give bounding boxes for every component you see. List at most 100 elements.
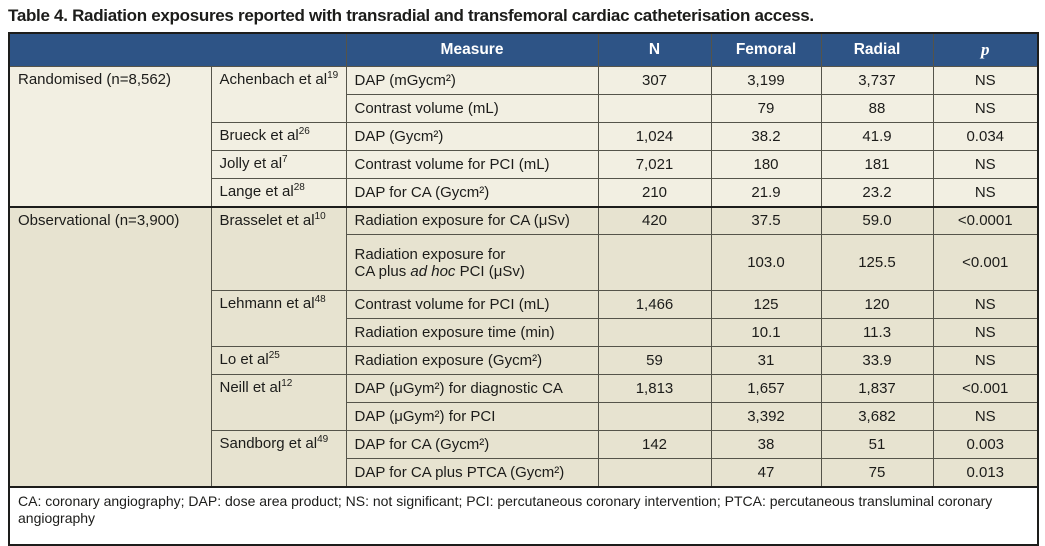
footnote-text: CA: coronary angiography; DAP: dose area… — [8, 485, 1039, 545]
cell-n — [597, 318, 712, 347]
author-name: Lo et al — [219, 351, 269, 368]
study-author: Jolly et al7 — [210, 150, 347, 179]
table-row: Observational (n=3,900) Brasselet et al1… — [8, 205, 1039, 487]
author-name: Jolly et al — [219, 155, 283, 172]
reference-superscript: 10 — [314, 210, 326, 222]
measure-line2-post: PCI (μSv) — [455, 262, 525, 280]
measure-line2-italic: ad hoc — [410, 262, 456, 280]
cell-radial: 75 — [820, 458, 934, 487]
cell-measure: Contrast volume for PCI (mL) — [345, 290, 599, 319]
cell-measure: Radiation exposure (Gycm²) — [345, 346, 599, 375]
cell-p: <0.001 — [932, 374, 1039, 403]
cell-p: NS — [932, 178, 1039, 207]
table-header-row: Measure N Femoral Radial p — [8, 32, 1039, 67]
author-name: Achenbach et al — [219, 71, 328, 88]
cell-femoral: 37.5 — [710, 205, 822, 235]
cell-radial: 3,737 — [820, 66, 934, 95]
study-author: Neill et al12 — [210, 374, 347, 431]
cell-p: NS — [932, 346, 1039, 375]
cell-femoral: 3,199 — [710, 66, 822, 95]
cell-femoral: 21.9 — [710, 178, 822, 207]
cell-n: 7,021 — [597, 150, 712, 179]
radiation-exposure-table: Measure N Femoral Radial p Randomised (n… — [8, 32, 1039, 546]
reference-superscript: 49 — [317, 434, 329, 445]
header-blank-cell — [8, 32, 347, 67]
reference-superscript: 12 — [281, 378, 293, 389]
cell-radial: 51 — [820, 430, 934, 459]
measure-line1: Radiation exposure for — [354, 245, 506, 263]
table-row: Lehmann et al48 Contrast volume for PCI … — [9, 290, 1039, 347]
reference-superscript: 26 — [298, 126, 310, 137]
cell-measure: DAP for CA (Gycm²) — [345, 430, 599, 459]
reference-superscript: 19 — [327, 70, 339, 81]
cell-p: NS — [932, 402, 1039, 431]
cell-measure: Radiation exposure time (min) — [345, 318, 599, 347]
column-header-femoral: Femoral — [710, 32, 822, 67]
group-label-randomised: Randomised (n=8,562) — [8, 66, 212, 207]
cell-measure: Contrast volume for PCI (mL) — [345, 150, 599, 179]
table-row: Neill et al12 DAP (μGym²) for diagnostic… — [9, 374, 1039, 431]
cell-p: <0.001 — [932, 234, 1039, 291]
author-name: Sandborg et al — [219, 435, 318, 452]
cell-measure: Contrast volume (mL) — [345, 94, 599, 123]
cell-radial: 1,837 — [820, 374, 934, 403]
column-header-radial: Radial — [820, 32, 934, 67]
table-row: Randomised (n=8,562) Achenbach et al19 D… — [8, 66, 1039, 207]
cell-radial: 88 — [820, 94, 934, 123]
study-author: Achenbach et al19 — [210, 66, 347, 123]
study-author: Sandborg et al49 — [210, 430, 347, 487]
author-name: Neill et al — [219, 379, 282, 396]
cell-femoral: 3,392 — [710, 402, 822, 431]
measure-line2-pre: CA plus — [354, 262, 411, 280]
table-row: Contrast volume (mL) 79 88 NS — [9, 94, 1039, 123]
reference-superscript: 28 — [293, 182, 305, 193]
cell-n: 1,024 — [597, 122, 712, 151]
table-row: Radiation exposure for CA plus ad hoc PCI… — [9, 234, 1039, 291]
cell-measure: DAP for CA plus PTCA (Gycm²) — [345, 458, 599, 487]
reference-superscript: 7 — [282, 154, 288, 165]
cell-n: 210 — [597, 178, 712, 207]
study-author: Lehmann et al48 — [210, 290, 347, 347]
study-author: Lange et al28 — [210, 178, 347, 207]
cell-femoral: 103.0 — [710, 234, 822, 291]
cell-n — [597, 402, 712, 431]
cell-p: NS — [932, 150, 1039, 179]
cell-radial: 120 — [820, 290, 934, 319]
author-name: Brueck et al — [219, 127, 299, 144]
cell-measure: Radiation exposure for CA (μSv) — [345, 205, 599, 235]
cell-radial: 59.0 — [820, 205, 934, 235]
cell-radial: 181 — [820, 150, 934, 179]
cell-radial: 41.9 — [820, 122, 934, 151]
column-header-p: p — [932, 32, 1039, 67]
reference-superscript: 48 — [314, 294, 326, 305]
author-name: Lehmann et al — [219, 295, 315, 312]
table-row: DAP for CA plus PTCA (Gycm²) 47 75 0.013 — [9, 458, 1039, 487]
cell-measure: DAP for CA (Gycm²) — [345, 178, 599, 207]
reference-superscript: 25 — [268, 350, 280, 361]
cell-n: 307 — [597, 66, 712, 95]
author-name: Lange et al — [219, 183, 294, 200]
cell-n — [597, 234, 712, 291]
cell-femoral: 31 — [710, 346, 822, 375]
cell-p: 0.013 — [932, 458, 1039, 487]
cell-femoral: 1,657 — [710, 374, 822, 403]
cell-radial: 33.9 — [820, 346, 934, 375]
cell-p: NS — [932, 318, 1039, 347]
cell-femoral: 180 — [710, 150, 822, 179]
cell-p: 0.003 — [932, 430, 1039, 459]
table-row: DAP (μGym²) for PCI 3,392 3,682 NS — [9, 402, 1039, 431]
cell-n: 59 — [597, 346, 712, 375]
cell-n — [597, 458, 712, 487]
cell-n: 420 — [597, 205, 712, 235]
cell-radial: 125.5 — [820, 234, 934, 291]
cell-p: <0.0001 — [932, 205, 1039, 235]
table-row: Radiation exposure time (min) 10.1 11.3 … — [9, 318, 1039, 347]
study-author: Brasselet et al10 — [210, 205, 347, 291]
cell-measure: DAP (mGycm²) — [345, 66, 599, 95]
cell-femoral: 38.2 — [710, 122, 822, 151]
group-label-observational: Observational (n=3,900) — [8, 205, 212, 487]
cell-p: NS — [932, 66, 1039, 95]
cell-femoral: 79 — [710, 94, 822, 123]
cell-radial: 3,682 — [820, 402, 934, 431]
footnote-row: CA: coronary angiography; DAP: dose area… — [8, 485, 1039, 545]
